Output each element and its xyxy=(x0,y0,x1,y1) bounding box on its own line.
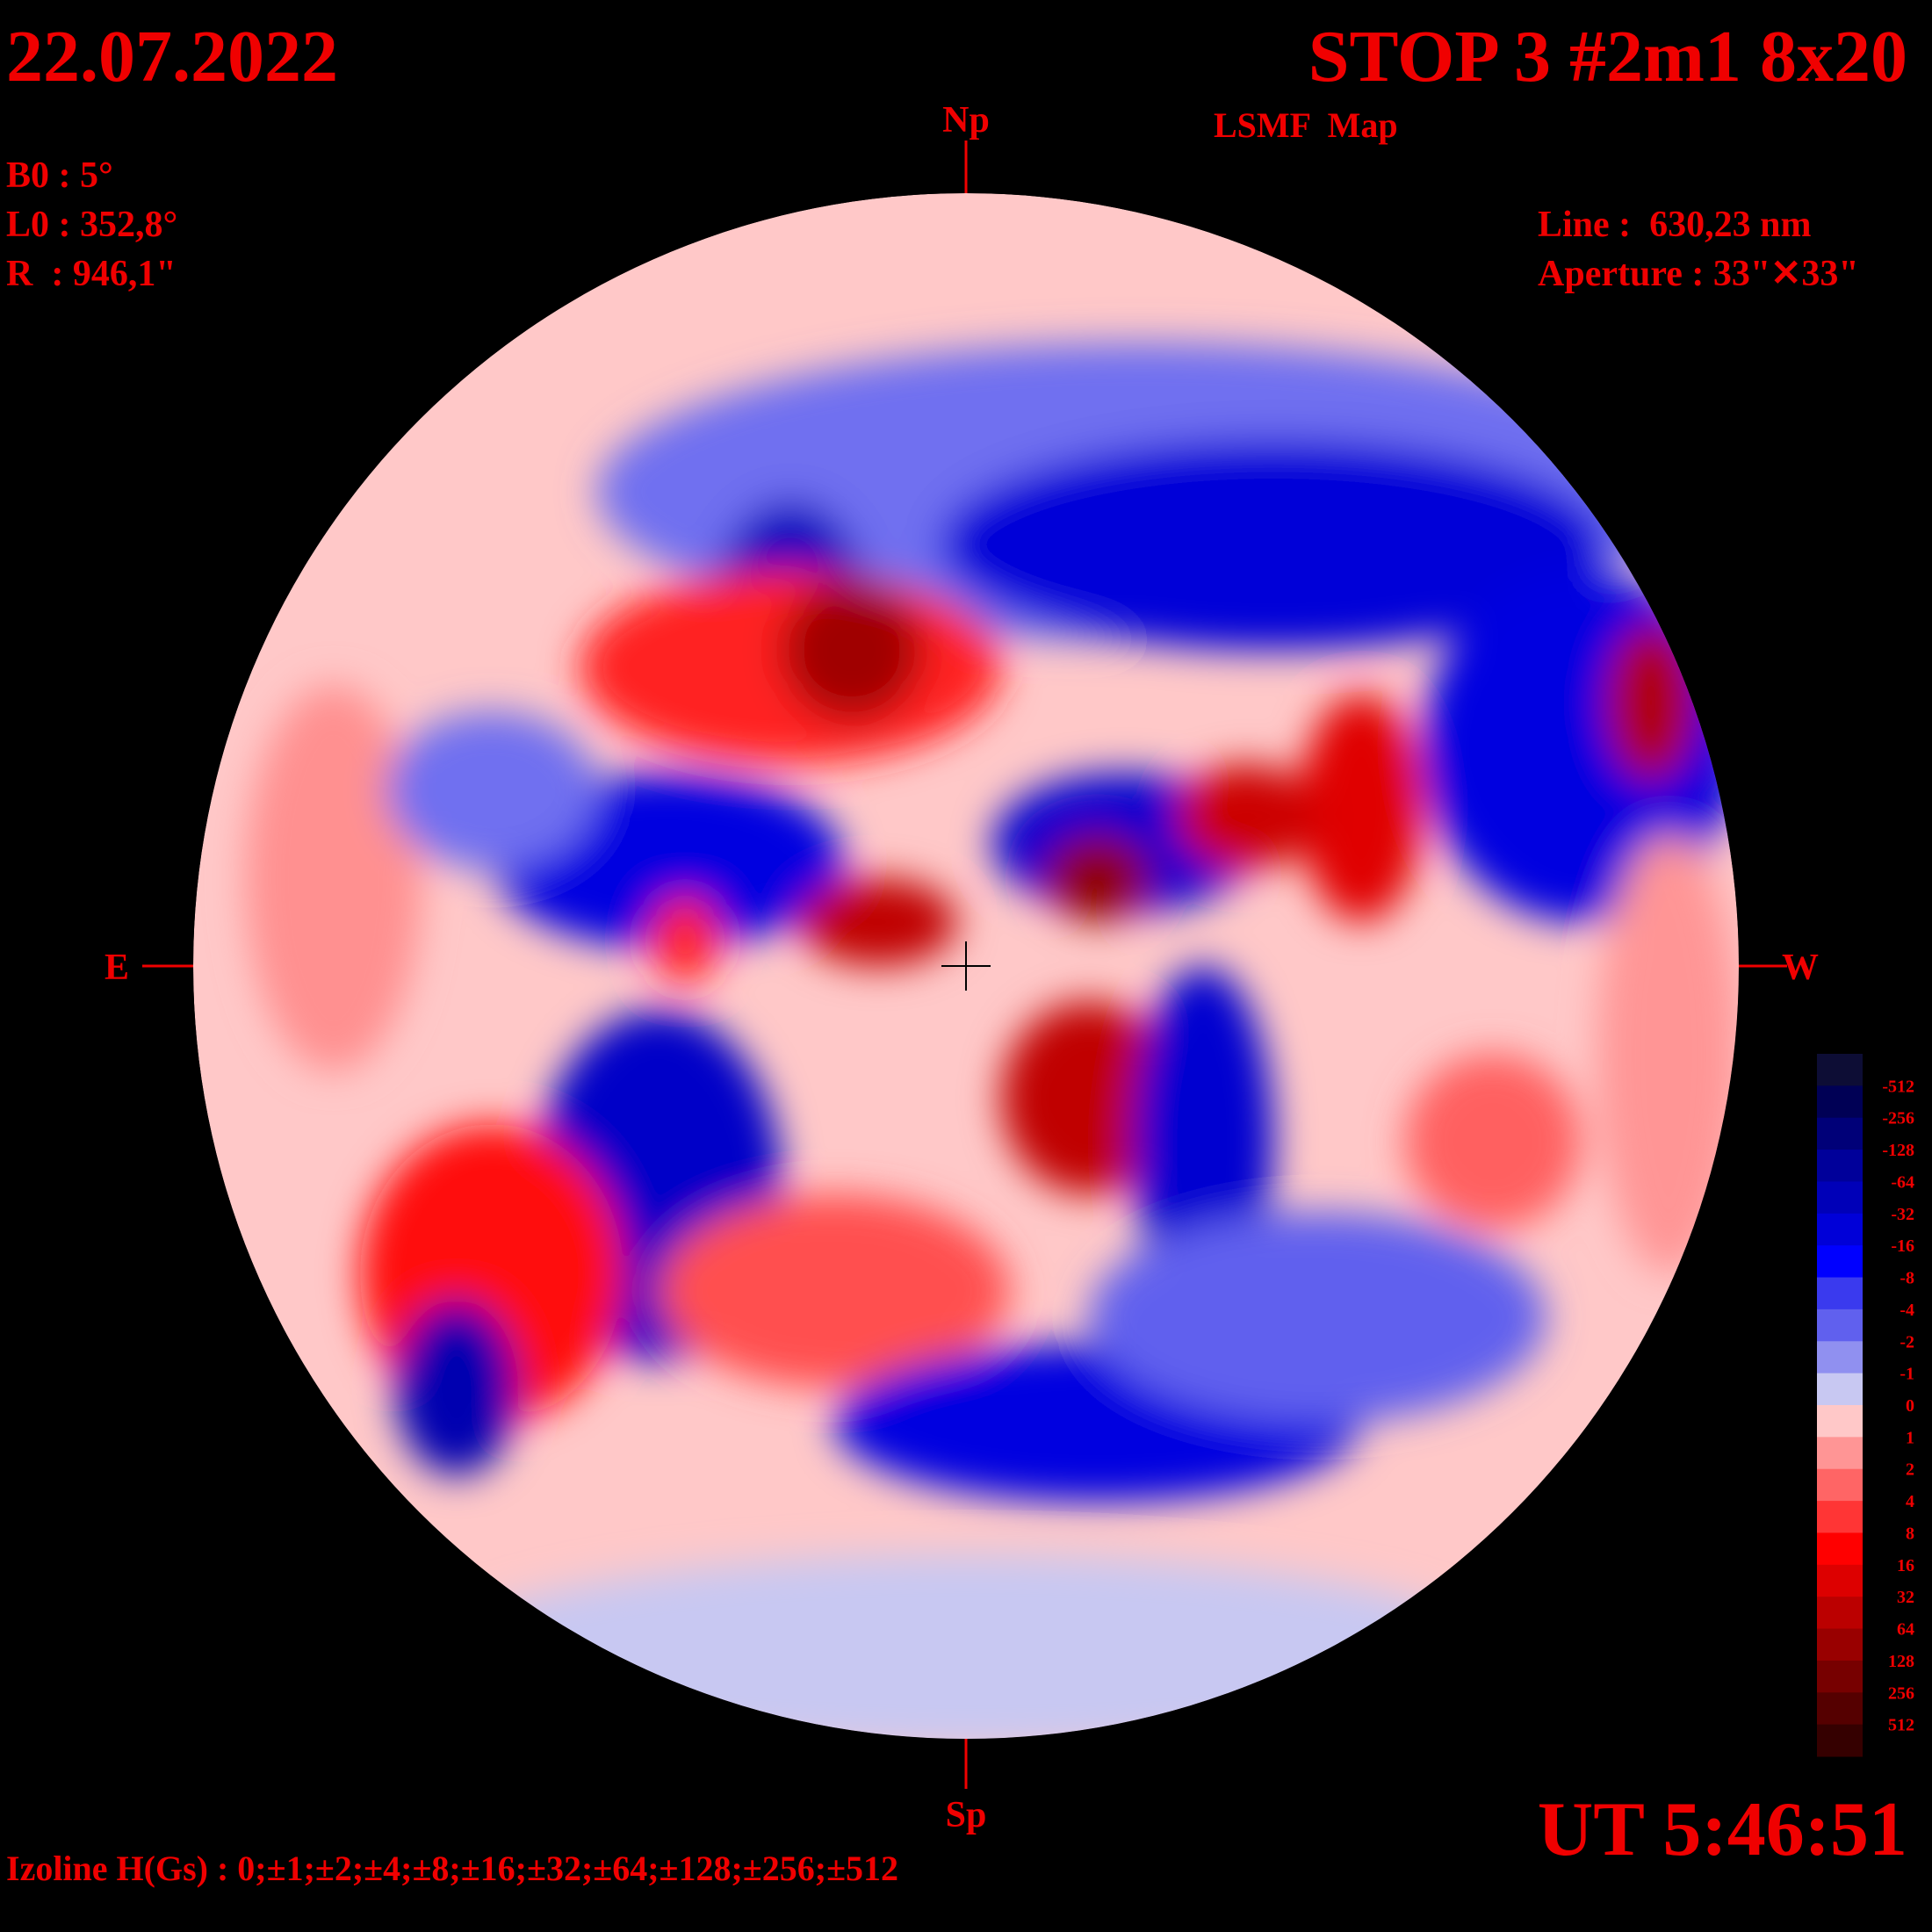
parameter: B0 : 5° xyxy=(6,155,113,196)
colorbar-label: 32 xyxy=(1897,1588,1914,1607)
colorbar-label: -32 xyxy=(1891,1205,1914,1224)
parameter: L0 : 352,8° xyxy=(6,205,177,245)
colorbar-segment xyxy=(1817,1373,1863,1406)
colorbar-segment xyxy=(1817,1054,1863,1086)
colorbar-segment xyxy=(1817,1117,1863,1150)
colorbar: -512 -256 -128 -64 -32 -16 -8 -4 -2 -1 0 1 2 4 8 16 32 64… xyxy=(1817,1054,1914,1757)
colorbar-label: 128 xyxy=(1888,1652,1914,1671)
colorbar-segment xyxy=(1817,1692,1863,1726)
colorbar-label: -8 xyxy=(1900,1269,1914,1288)
colorbar-segment xyxy=(1817,1405,1863,1438)
colorbar-segment xyxy=(1817,1150,1863,1182)
colorbar-segment xyxy=(1817,1628,1863,1662)
isoline-note: Izoline H(Gs) : 0;±1;±2;±4;±8;±16;±32;±6… xyxy=(6,1849,898,1888)
date: 22.07.2022 xyxy=(6,16,338,97)
colorbar-segment xyxy=(1817,1245,1863,1279)
colorbar-label: 0 xyxy=(1906,1396,1914,1416)
colorbar-label: -64 xyxy=(1891,1172,1914,1192)
colorbar-segment xyxy=(1817,1341,1863,1374)
colorbar-label: 64 xyxy=(1897,1620,1914,1640)
colorbar-label: 4 xyxy=(1906,1492,1914,1511)
colorbar-label: -1 xyxy=(1900,1365,1914,1384)
center-cross xyxy=(941,941,991,991)
colorbar-segment xyxy=(1817,1597,1863,1630)
colorbar-segment xyxy=(1817,1660,1863,1693)
colorbar-label: 2 xyxy=(1906,1460,1914,1480)
colorbar-label: 512 xyxy=(1888,1716,1914,1735)
colorbar-label: -2 xyxy=(1900,1332,1914,1352)
colorbar-label: 8 xyxy=(1906,1524,1914,1543)
direction-label: E xyxy=(105,948,129,988)
colorbar-label: -512 xyxy=(1882,1077,1914,1096)
colorbar-label: 256 xyxy=(1888,1683,1914,1703)
direction-label: Sp xyxy=(946,1795,987,1835)
colorbar-segment xyxy=(1817,1564,1863,1597)
instrument-info: Line : 630,23 nm xyxy=(1538,205,1812,245)
instrument-info: Aperture : 33"✕33" xyxy=(1538,254,1859,294)
colorbar-segment xyxy=(1817,1501,1863,1533)
colorbar-label: 1 xyxy=(1906,1428,1914,1447)
colorbar-label: 16 xyxy=(1897,1556,1914,1575)
parameter: R : 946,1" xyxy=(6,254,177,294)
colorbar-label: -16 xyxy=(1891,1236,1914,1256)
colorbar-label: -4 xyxy=(1900,1301,1914,1320)
time: UT 5:46:51 xyxy=(1538,1787,1907,1872)
colorbar-segment xyxy=(1817,1437,1863,1470)
direction-label: Np xyxy=(942,100,990,141)
direction-label: W xyxy=(1782,948,1819,988)
colorbar-label: -256 xyxy=(1882,1109,1914,1128)
colorbar-label: -128 xyxy=(1882,1141,1914,1160)
colorbar-segment xyxy=(1817,1085,1863,1119)
axis-ticks xyxy=(142,141,1787,1789)
colorbar-segment xyxy=(1817,1213,1863,1246)
colorbar-segment xyxy=(1817,1724,1863,1757)
colorbar-segment xyxy=(1817,1308,1863,1342)
colorbar-segment xyxy=(1817,1277,1863,1310)
title: STOP 3 #2m1 8x20 xyxy=(1308,16,1907,97)
colorbar-segment xyxy=(1817,1468,1863,1502)
colorbar-segment xyxy=(1817,1181,1863,1215)
colorbar-segment xyxy=(1817,1532,1863,1566)
subtitle: LSMF Map xyxy=(1214,105,1398,145)
